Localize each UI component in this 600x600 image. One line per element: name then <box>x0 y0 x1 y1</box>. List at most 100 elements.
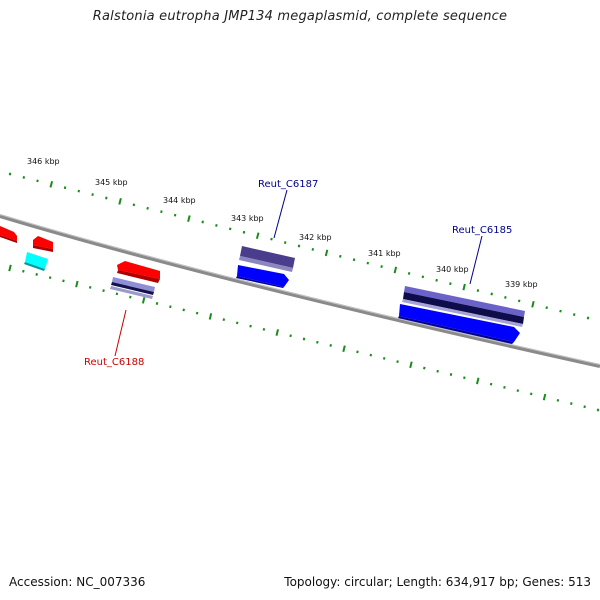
major-tick <box>8 264 12 272</box>
major-tick <box>342 345 346 353</box>
minor-tick <box>36 179 39 183</box>
minor-tick <box>182 308 185 312</box>
major-tick <box>393 266 398 274</box>
minor-tick <box>545 306 548 310</box>
minor-tick <box>22 176 26 179</box>
major-tick <box>141 296 146 304</box>
minor-tick <box>201 220 204 224</box>
feature-blue-arrow-c6185[interactable] <box>398 304 520 344</box>
minor-tick <box>62 279 65 283</box>
genome-summary-text: Topology: circular; Length: 634,917 bp; … <box>284 575 591 589</box>
outer-tick-ring <box>8 172 590 320</box>
minor-tick <box>572 313 576 316</box>
plasmid-backbone-highlight <box>0 214 600 365</box>
minor-tick <box>396 360 399 364</box>
minor-tick <box>222 318 226 322</box>
major-tick <box>208 313 213 320</box>
feature-reut-c6187[interactable] <box>239 246 295 272</box>
minor-tick <box>583 405 586 409</box>
map-title: Ralstonia eutropha JMP134 megaplasmid, c… <box>92 9 508 24</box>
minor-tick <box>132 203 136 207</box>
major-tick <box>409 361 413 369</box>
feature-reut-c6188[interactable] <box>110 277 155 299</box>
minor-tick <box>270 237 273 241</box>
inner-tick-ring <box>8 264 600 412</box>
scale-label: 340 kbp <box>436 265 469 274</box>
scale-label: 345 kbp <box>95 178 128 187</box>
minor-tick <box>423 366 426 370</box>
minor-tick <box>356 350 359 354</box>
minor-tick <box>382 356 386 360</box>
minor-tick <box>407 272 411 275</box>
minor-tick <box>129 295 132 299</box>
major-tick <box>531 300 535 308</box>
minor-tick <box>421 275 425 279</box>
minor-tick <box>115 292 119 296</box>
minor-tick <box>215 224 218 227</box>
minor-tick <box>22 269 25 273</box>
gene-label-reut-c6185[interactable]: Reut_C6185 <box>452 225 512 236</box>
major-tick <box>75 280 79 288</box>
minor-tick <box>35 273 38 276</box>
minor-tick <box>173 213 177 217</box>
minor-tick <box>228 227 232 231</box>
minor-tick <box>311 248 315 251</box>
minor-tick <box>155 302 159 305</box>
scale-label: 346 kbp <box>27 157 60 166</box>
minor-tick <box>516 389 520 393</box>
major-tick <box>476 377 480 385</box>
minor-tick <box>289 334 292 338</box>
minor-tick <box>339 254 342 258</box>
scale-label-group: 346 kbp 345 kbp 344 kbp 343 kbp 342 kbp … <box>27 157 538 289</box>
major-tick <box>255 232 260 240</box>
major-tick <box>542 393 547 401</box>
accession-text: Accession: NC_007336 <box>9 575 146 589</box>
major-tick <box>118 198 122 205</box>
minor-tick <box>556 398 560 402</box>
feature-red-forward[interactable] <box>117 261 160 283</box>
gene-label-reut-c6188[interactable]: Reut_C6188 <box>84 357 144 368</box>
minor-tick <box>262 327 266 331</box>
minor-tick <box>169 305 172 309</box>
minor-tick <box>436 369 439 373</box>
minor-tick <box>463 376 466 380</box>
feature-blue-arrow-c6187[interactable] <box>236 265 289 288</box>
feature-red-small[interactable] <box>33 236 53 252</box>
minor-tick <box>380 265 383 268</box>
minor-tick <box>570 402 573 405</box>
minor-tick <box>8 172 12 176</box>
gene-label-reut-c6187[interactable]: Reut_C6187 <box>258 179 318 190</box>
minor-tick <box>449 282 452 286</box>
minor-tick <box>105 196 108 200</box>
scale-label: 342 kbp <box>299 233 332 242</box>
minor-tick <box>529 392 533 396</box>
major-tick <box>275 329 279 336</box>
feature-cyan[interactable] <box>24 252 48 271</box>
minor-tick <box>329 344 332 347</box>
leader-line-reut-c6188 <box>114 309 127 357</box>
minor-tick <box>283 241 287 244</box>
minor-tick <box>596 408 600 412</box>
scale-label: 341 kbp <box>368 249 401 258</box>
feature-reut-c6185[interactable] <box>402 286 525 327</box>
major-tick <box>49 180 54 188</box>
leader-line-reut-c6185 <box>469 235 483 285</box>
major-tick <box>462 283 466 291</box>
minor-tick <box>449 373 453 376</box>
plasmid-backbone <box>0 214 600 368</box>
minor-tick <box>489 382 493 386</box>
minor-tick <box>503 385 506 389</box>
major-tick <box>187 215 191 222</box>
major-tick <box>324 249 329 257</box>
minor-tick <box>366 261 370 265</box>
minor-tick <box>77 189 81 193</box>
minor-tick <box>369 353 373 357</box>
minor-tick <box>504 296 507 299</box>
feature-red-left-edge[interactable] <box>0 226 17 243</box>
minor-tick <box>160 210 163 214</box>
leader-line-reut-c6187 <box>273 189 288 239</box>
minor-tick <box>559 309 562 313</box>
minor-tick <box>490 292 493 296</box>
